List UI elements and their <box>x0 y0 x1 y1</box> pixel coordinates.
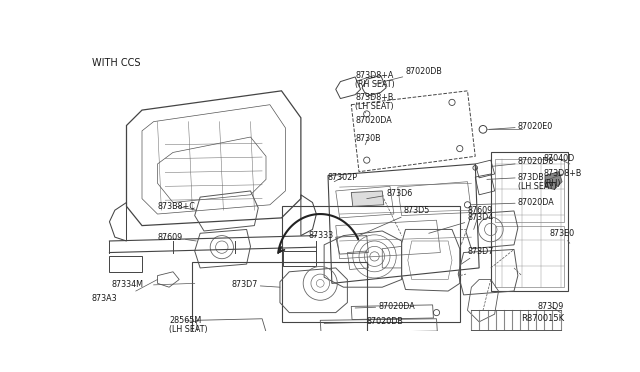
Text: 873D8+B: 873D8+B <box>543 170 582 179</box>
Text: 28565M: 28565M <box>169 316 202 325</box>
Text: 87609: 87609 <box>467 206 493 230</box>
Text: 873E0: 873E0 <box>549 229 575 243</box>
Text: 873D7: 873D7 <box>461 247 494 264</box>
Text: (LH SEAT): (LH SEAT) <box>169 325 208 334</box>
Text: 873D8+A: 873D8+A <box>355 71 394 81</box>
Text: WITH CCS: WITH CCS <box>92 58 140 68</box>
Text: 873D5: 873D5 <box>359 206 430 235</box>
Text: (LH SEAT): (LH SEAT) <box>355 102 394 111</box>
Text: (RH): (RH) <box>543 179 561 188</box>
Text: (RH SEAT): (RH SEAT) <box>355 80 395 89</box>
Polygon shape <box>351 191 384 206</box>
Text: 87020DA: 87020DA <box>355 302 415 311</box>
Text: 87333: 87333 <box>308 231 337 240</box>
Text: 87334M: 87334M <box>111 280 143 289</box>
Text: 873B8+C: 873B8+C <box>157 202 196 211</box>
Text: 873DB: 873DB <box>487 173 545 182</box>
Text: 873A3: 873A3 <box>92 294 117 303</box>
Text: (LH SEAT): (LH SEAT) <box>518 182 557 191</box>
Text: 8730B: 8730B <box>355 134 381 145</box>
Text: 873D4: 873D4 <box>429 214 493 233</box>
Polygon shape <box>545 172 562 189</box>
Text: 87020E0: 87020E0 <box>489 122 553 131</box>
Text: 873D7: 873D7 <box>231 280 280 289</box>
Text: 87020DA: 87020DA <box>470 198 555 207</box>
Text: 873D8+B: 873D8+B <box>355 92 394 102</box>
Text: 87609: 87609 <box>157 232 196 242</box>
Text: 873D6: 873D6 <box>367 189 412 199</box>
Text: 87020DA: 87020DA <box>355 112 392 125</box>
Text: 87040D: 87040D <box>543 154 575 164</box>
Text: 87302P: 87302P <box>328 173 358 182</box>
Text: 873D9: 873D9 <box>538 302 564 312</box>
Text: 87020DB: 87020DB <box>374 67 442 84</box>
Text: 87020DB: 87020DB <box>324 317 404 326</box>
Text: 87020D8: 87020D8 <box>492 157 554 166</box>
Text: R870015K: R870015K <box>521 314 564 323</box>
